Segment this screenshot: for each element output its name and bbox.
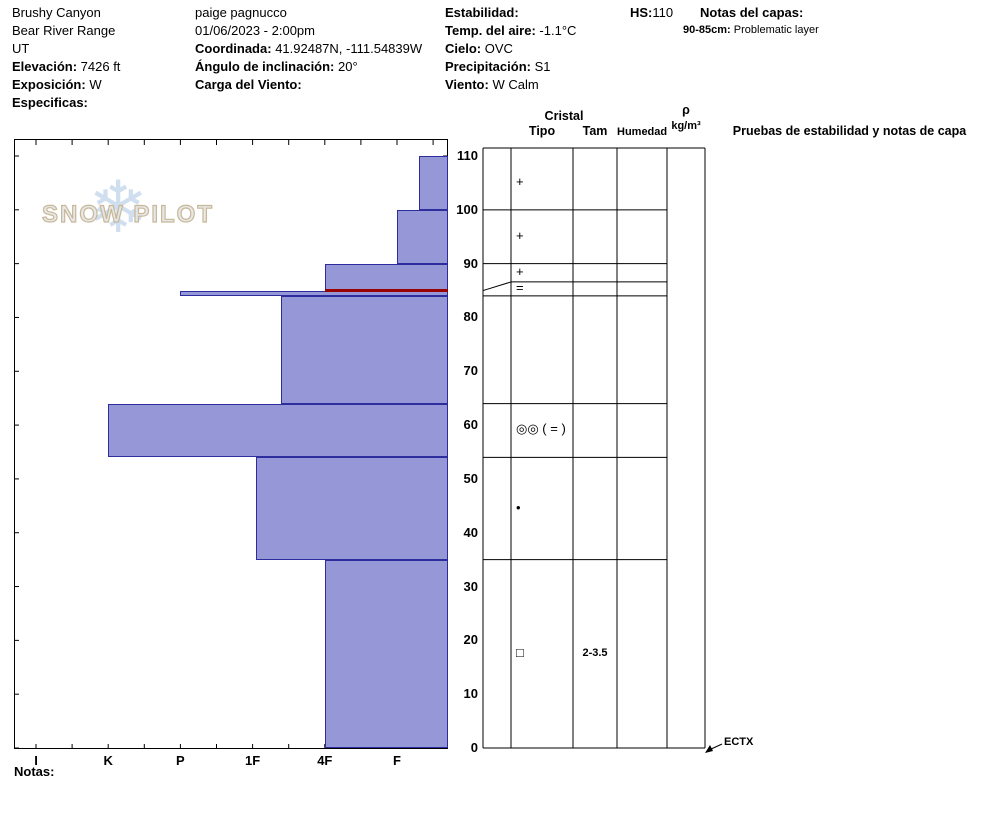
site-info-block: Brushy Canyon Bear River Range UT Elevac…: [12, 4, 120, 112]
site-state: UT: [12, 41, 30, 56]
observer-name: paige pagnucco: [195, 5, 287, 20]
observation-datetime: 01/06/2023 - 2:00pm: [195, 23, 315, 38]
rho-units-header: kg/m³: [671, 120, 701, 132]
humedad-header: Humedad: [617, 126, 668, 138]
depth-label: 100: [456, 201, 478, 217]
layer-bar: [180, 290, 448, 296]
layer-note-depth: 90-85cm:: [683, 24, 731, 36]
precip-row: Precipitación: S1: [445, 58, 576, 76]
wind-row: Viento: W Calm: [445, 76, 576, 94]
site-name: Brushy Canyon: [12, 5, 101, 20]
tam-header: Tam: [582, 124, 608, 138]
stability-tests-header: Pruebas de estabilidad y notas de capa: [732, 124, 967, 138]
conditions-block: Estabilidad: Temp. del aire: -1.1°C Ciel…: [445, 4, 576, 94]
slope-angle-value: 20°: [338, 59, 358, 74]
layer-note-entry: 90-85cm: Problematic layer: [683, 24, 819, 36]
site-range: Bear River Range: [12, 23, 116, 38]
grain-type-symbol: •: [516, 499, 521, 515]
layer-bar: [397, 209, 448, 264]
sky-label: Cielo:: [445, 41, 482, 56]
sky-value: OVC: [484, 41, 513, 56]
slope-angle-row: Ángulo de inclinación: 20°: [195, 58, 422, 76]
grain-type-symbol: =: [516, 279, 524, 295]
snowflake-icon: ❄: [88, 168, 149, 248]
grain-size-value: 2-3.5: [582, 646, 608, 659]
air-temp-label: Temp. del aire:: [445, 23, 536, 38]
depth-label: 90: [463, 255, 478, 271]
stability-row: Estabilidad:: [445, 4, 576, 22]
layer-bar: [256, 457, 448, 560]
sky-row: Cielo: OVC: [445, 40, 576, 58]
depth-label: 60: [463, 417, 478, 433]
precip-label: Precipitación:: [445, 59, 531, 74]
site-aspect: Exposición: W: [12, 76, 120, 94]
grain-type-symbol: ◎◎ ( = ): [516, 421, 566, 437]
grain-type-symbol: +: [516, 173, 524, 189]
elevation-value: 7426 ft: [80, 59, 121, 74]
notes-footer-label: Notas:: [14, 764, 55, 779]
hardness-label: 1F: [245, 753, 261, 768]
cristal-header: Cristal: [544, 109, 584, 123]
hs-label: HS:: [630, 5, 653, 20]
layer-bar: [418, 156, 448, 210]
snowpilot-logo-text: SNOW PILOT: [41, 200, 214, 228]
elevation-label: Elevación:: [12, 59, 78, 74]
coordinates-label: Coordinada:: [195, 41, 272, 56]
hardness-label: P: [176, 753, 185, 768]
hs-block: HS:110: [630, 4, 673, 22]
depth-label: 40: [463, 524, 478, 540]
precip-value: S1: [534, 59, 551, 74]
depth-label: 70: [463, 363, 478, 379]
depth-label: 110: [457, 148, 478, 163]
grain-type-symbol: +: [516, 227, 524, 243]
depth-label: 30: [463, 578, 478, 594]
hs-row: HS:110: [630, 4, 673, 22]
hardness-label: I: [34, 753, 38, 768]
hardness-label: K: [103, 753, 113, 768]
hardness-label: 4F: [317, 753, 333, 768]
snowpilot-logo: ❄ SNOW PILOT: [40, 170, 230, 255]
air-temp-row: Temp. del aire: -1.1°C: [445, 22, 576, 40]
hardness-label: F: [393, 753, 401, 768]
stability-label: Estabilidad:: [445, 5, 519, 20]
observation-info-block: paige pagnucco 01/06/2023 - 2:00pm Coord…: [195, 4, 422, 94]
depth-label: 20: [463, 632, 478, 648]
depth-label: 50: [463, 470, 478, 486]
layer-bar: [324, 263, 448, 291]
slope-angle-label: Ángulo de inclinación:: [195, 59, 335, 74]
grain-type-symbol: +: [516, 263, 524, 279]
air-temp-value: -1.1°C: [539, 23, 577, 38]
tipo-header: Tipo: [528, 124, 556, 138]
layer-notes-title: Notas del capas:: [700, 5, 804, 20]
stability-test-result: ECTX: [724, 736, 754, 748]
wind-loading-row: Carga del Viento:: [195, 76, 422, 94]
coordinates-row: Coordinada: 41.92487N, -111.54839W: [195, 40, 422, 58]
site-specifics: Especificas:: [12, 94, 120, 112]
test-result-arrow: [705, 745, 713, 753]
aspect-value: W: [89, 77, 102, 92]
rho-header: ρ: [682, 103, 690, 117]
depth-label: 10: [463, 686, 478, 702]
layer-bar: [281, 295, 448, 404]
layer-note-text: Problematic layer: [733, 24, 819, 36]
aspect-label: Exposición:: [12, 77, 86, 92]
problem-layer-line: [324, 289, 448, 293]
wind-value: W Calm: [492, 77, 539, 92]
depth-label: 80: [463, 309, 478, 325]
site-elevation: Elevación: 7426 ft: [12, 58, 120, 76]
layer-bar: [324, 559, 448, 748]
wind-label: Viento:: [445, 77, 489, 92]
wind-loading-label: Carga del Viento:: [195, 77, 302, 92]
depth-label: 0: [470, 740, 478, 755]
layer-bar: [108, 403, 448, 458]
coordinates-value: 41.92487N, -111.54839W: [275, 41, 423, 56]
hs-value: 110: [652, 5, 674, 20]
grain-type-symbol: □: [516, 644, 524, 660]
specifics-label: Especificas:: [12, 95, 88, 110]
